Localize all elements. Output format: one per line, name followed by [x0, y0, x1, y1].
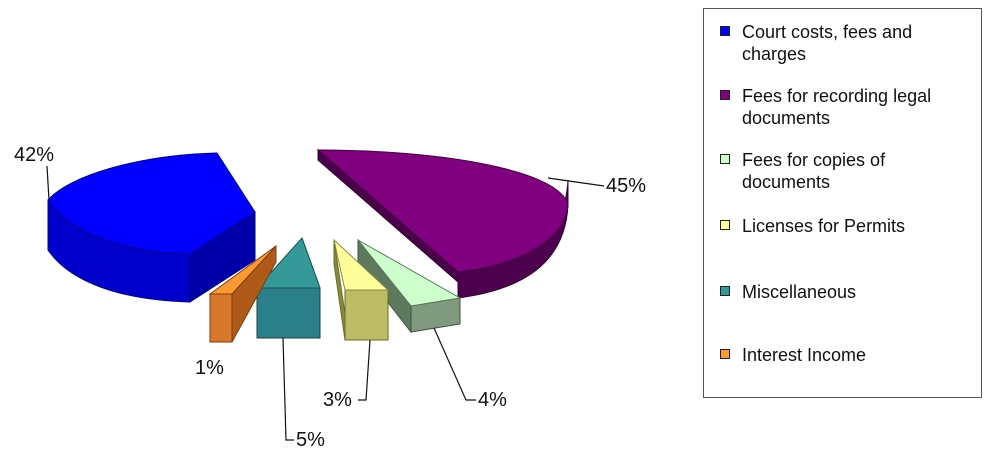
- data-label-interest-income: 1%: [195, 357, 224, 379]
- legend-swatch-licenses: [720, 220, 730, 230]
- legend-item-interest-income: Interest Income: [720, 344, 975, 366]
- chart-legend: Court costs, fees and charges Fees for r…: [703, 8, 982, 398]
- slice-interest-income: [208, 244, 277, 343]
- legend-swatch-court-costs: [720, 26, 730, 36]
- legend-swatch-copies-fees: [720, 154, 730, 164]
- legend-label-copies-fees: Fees for copies of documents: [742, 150, 886, 192]
- slice-licenses-front: [344, 289, 389, 341]
- data-label-recording-fees: 45%: [606, 175, 646, 197]
- data-label-copies-fees: 4%: [478, 389, 507, 411]
- leader-line-miscellaneous: [282, 337, 294, 441]
- data-label-miscellaneous: 5%: [296, 429, 325, 451]
- slice-copies-fees-top: [357, 239, 462, 307]
- legend-item-licenses: Licenses for Permits: [720, 215, 975, 237]
- leader-line-recording-fees: [547, 177, 605, 187]
- legend-swatch-recording-fees: [720, 90, 730, 100]
- legend-label-court-costs: Court costs, fees and charges: [742, 22, 913, 64]
- leader-line-licenses: [358, 339, 371, 401]
- slice-court-costs-top: [47, 152, 256, 255]
- legend-item-court-costs: Court costs, fees and charges: [720, 21, 975, 65]
- leader-line-copies-fees: [433, 327, 476, 401]
- slice-interest-income-front: [209, 293, 233, 343]
- legend-label-recording-fees: Fees for recording legal documents: [742, 86, 932, 128]
- slice-court-costs: [47, 152, 256, 303]
- slice-miscellaneous-front: [256, 287, 321, 339]
- slice-miscellaneous: [255, 237, 321, 339]
- legend-swatch-miscellaneous: [720, 286, 730, 296]
- legend-item-copies-fees: Fees for copies of documents: [720, 149, 975, 193]
- data-label-court-costs: 42%: [14, 144, 54, 166]
- slice-miscellaneous-top: [255, 237, 321, 289]
- legend-label-interest-income: Interest Income: [742, 345, 867, 365]
- leader-line-court-costs: [46, 165, 50, 201]
- slice-licenses: [333, 238, 390, 341]
- data-label-licenses: 3%: [323, 389, 352, 411]
- slice-licenses-top: [333, 238, 390, 291]
- slice-recording-fees-top: [316, 149, 569, 273]
- slice-copies-fees: [357, 238, 462, 334]
- legend-item-recording-fees: Fees for recording legal documents: [720, 85, 975, 129]
- legend-label-licenses: Licenses for Permits: [742, 216, 906, 236]
- legend-item-miscellaneous: Miscellaneous: [720, 281, 975, 303]
- slice-recording-fees: [316, 148, 569, 299]
- legend-swatch-interest-income: [720, 349, 730, 359]
- legend-label-miscellaneous: Miscellaneous: [742, 282, 857, 302]
- slice-interest-income-top: [208, 245, 277, 295]
